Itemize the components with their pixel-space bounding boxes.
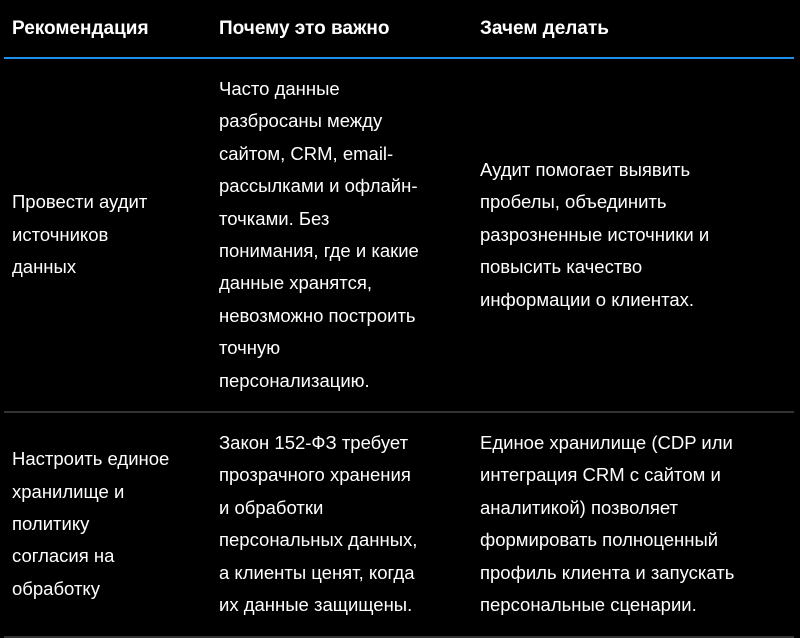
text-line: политику bbox=[12, 513, 90, 535]
text-line: рассылками и офлайн- bbox=[219, 175, 418, 197]
header-why-important: Почему это важно bbox=[211, 0, 472, 59]
text-line: прозрачного хранения bbox=[219, 464, 411, 486]
text-line: сайтом, CRM, email- bbox=[219, 142, 394, 164]
text-line: данных bbox=[12, 256, 77, 278]
recommendations-table: Рекомендация Почему это важно Зачем дела… bbox=[4, 0, 794, 638]
text-line: пробелы, объединить bbox=[480, 191, 667, 213]
text-line: информации о клиентах. bbox=[480, 288, 695, 310]
text-line: Единое хранилище (CDP или bbox=[480, 432, 733, 454]
text-line: Аудит помогает выявить bbox=[480, 159, 691, 181]
text-line: и обработки bbox=[219, 496, 324, 518]
text-line: хранилище и bbox=[12, 480, 125, 502]
text-line: аналитикой) позволяет bbox=[480, 496, 678, 518]
text-line: понимания, где и какие bbox=[219, 240, 419, 262]
text-line: разбросаны между bbox=[219, 110, 383, 132]
cell-recommendation: Настроить единое хранилище и политику согла… bbox=[4, 412, 211, 638]
text-line: источников bbox=[12, 223, 109, 245]
text-line: персональные сценарии. bbox=[480, 594, 697, 616]
table-row: Настроить единое хранилище и политику согла… bbox=[4, 412, 794, 638]
text-line: формировать полноценный bbox=[480, 529, 719, 551]
text-line: персонализацию. bbox=[219, 369, 370, 391]
cell-why-important: Закон 152-ФЗ требует прозрачного хранения… bbox=[211, 412, 472, 638]
header-purpose: Зачем делать bbox=[472, 0, 794, 59]
header-row: Рекомендация Почему это важно Зачем дела… bbox=[4, 0, 794, 59]
text-line: данные хранятся, bbox=[219, 272, 372, 294]
text-line: Закон 152-ФЗ требует bbox=[219, 432, 409, 454]
text-line: Часто данные bbox=[219, 78, 340, 99]
text-line: а клиенты ценят, когда bbox=[219, 561, 415, 583]
cell-purpose: Единое хранилище (CDP или интеграция CRM … bbox=[472, 412, 794, 638]
table-row: Провести аудит источников данных Часто дан… bbox=[4, 58, 794, 414]
cell-purpose: Аудит помогает выявить пробелы, объединит… bbox=[472, 58, 794, 414]
text-line: повысить качество bbox=[480, 256, 643, 278]
text-line: согласия на bbox=[12, 545, 115, 567]
text-line: разрозненные источники и bbox=[480, 223, 710, 245]
text-line: невозможно построить bbox=[219, 304, 416, 326]
text-line: профиль клиента и запускать bbox=[480, 561, 735, 583]
text-line: персональных данных, bbox=[219, 529, 418, 551]
header-recommendation: Рекомендация bbox=[4, 0, 211, 59]
text-line: Настроить единое bbox=[12, 448, 170, 470]
text-line: интеграция CRM с сайтом и bbox=[480, 464, 721, 486]
text-line: их данные защищены. bbox=[219, 594, 413, 616]
text-line: Провести аудит bbox=[12, 191, 148, 213]
text-line: обработку bbox=[12, 577, 100, 599]
text-line: точную bbox=[219, 337, 281, 359]
cell-why-important: Часто данные разбросаны между сайтом, CRM,… bbox=[211, 58, 472, 414]
text-line: точками. Без bbox=[219, 207, 330, 229]
cell-recommendation: Провести аудит источников данных bbox=[4, 58, 211, 414]
